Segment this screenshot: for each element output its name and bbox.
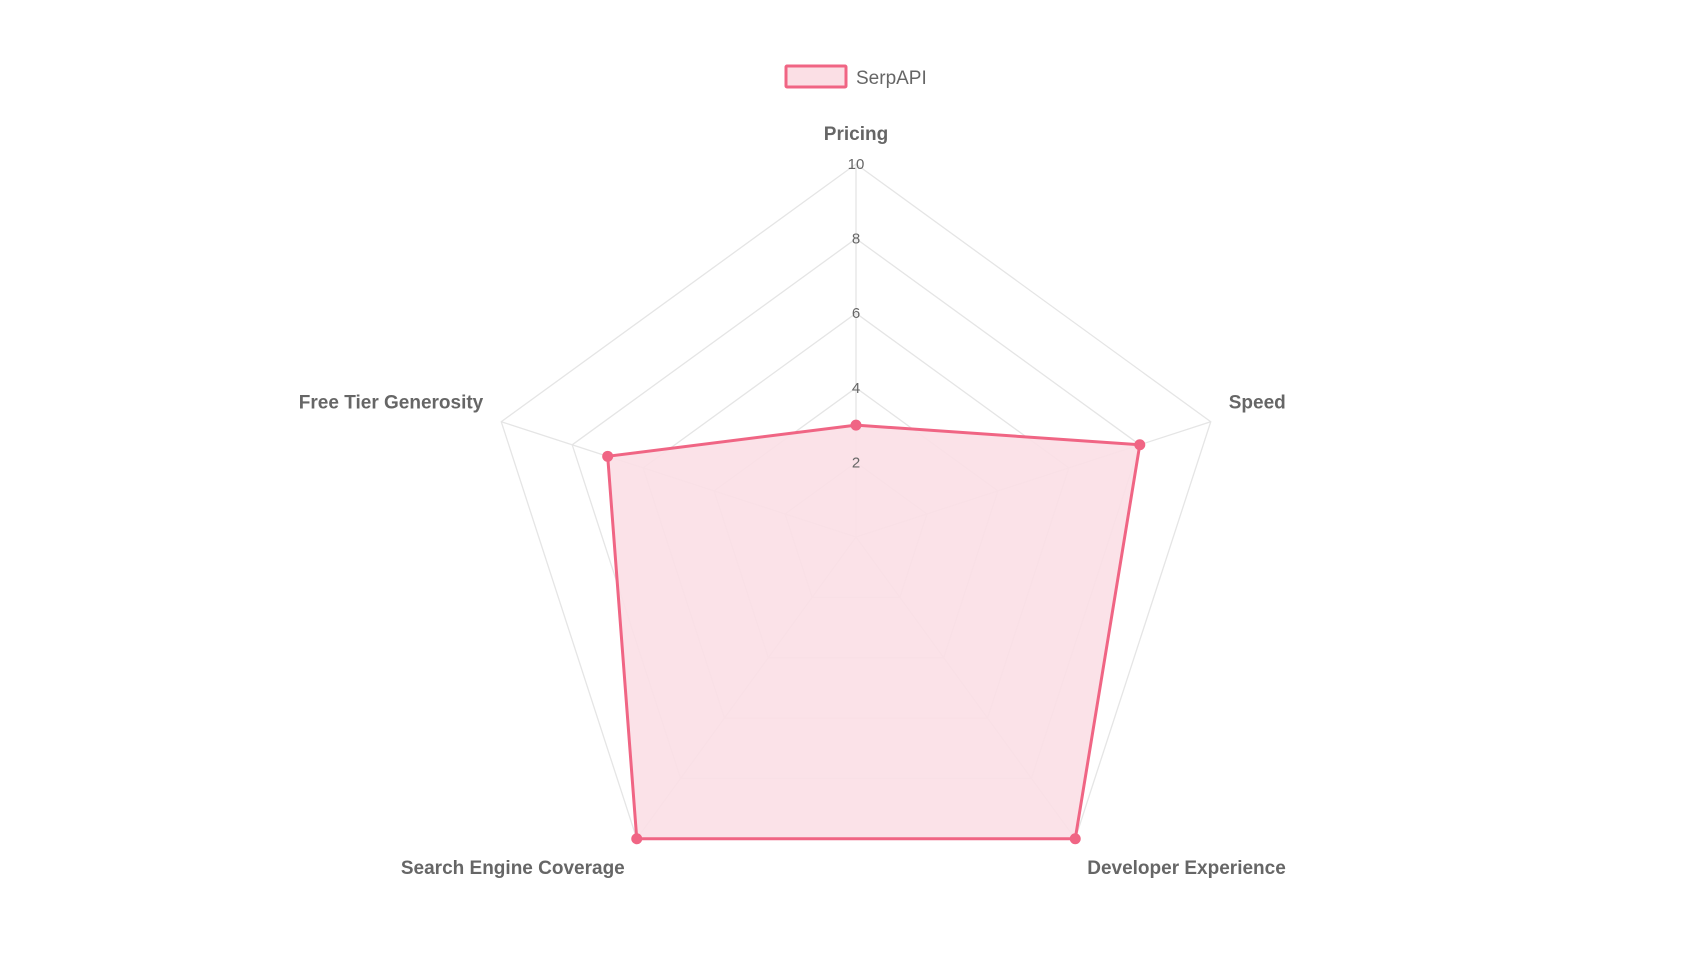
axis-label-search-engine-coverage: Search Engine Coverage <box>401 858 625 879</box>
tick-label-8: 8 <box>852 231 860 248</box>
tick-label-4: 4 <box>852 380 860 397</box>
tick-label-10: 10 <box>848 156 865 173</box>
data-point-3 <box>631 833 643 845</box>
data-point-2 <box>1069 833 1081 845</box>
legend[interactable]: SerpAPI <box>784 64 927 89</box>
axis-labels: Pricing Speed Developer Experience Search E… <box>299 124 1286 879</box>
axis-label-pricing: Pricing <box>824 124 888 145</box>
data-point-4 <box>602 450 614 462</box>
data-point-0 <box>850 419 862 431</box>
legend-label-serpapi[interactable]: SerpAPI <box>856 68 927 89</box>
axis-label-developer-experience: Developer Experience <box>1087 858 1286 879</box>
tick-label-6: 6 <box>852 305 860 322</box>
axis-label-free-tier-generosity: Free Tier Generosity <box>299 393 484 414</box>
series-area-0 <box>606 423 1142 841</box>
radial-tick-labels: 2 4 6 8 10 <box>848 156 865 471</box>
data-point-1 <box>1134 439 1146 451</box>
radar-series <box>602 419 1146 845</box>
legend-swatch-serpapi[interactable] <box>784 64 848 89</box>
axis-label-speed: Speed <box>1229 393 1286 414</box>
tick-label-2: 2 <box>852 454 860 471</box>
